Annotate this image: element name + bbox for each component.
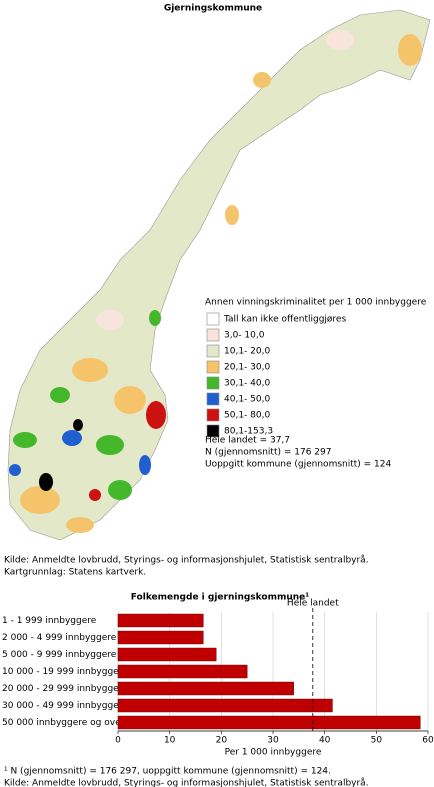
x-tick-label: 20 bbox=[216, 736, 228, 746]
region bbox=[73, 419, 83, 431]
bar bbox=[117, 630, 204, 645]
legend-label: 40,1- 50,0 bbox=[224, 395, 270, 405]
region bbox=[398, 34, 422, 66]
bar bbox=[117, 664, 248, 679]
region bbox=[96, 310, 124, 330]
legend-label: 10,1- 20,0 bbox=[224, 347, 270, 357]
chart-title: Folkemengde i gjerningskommune¹ bbox=[131, 593, 309, 603]
legend-swatch bbox=[206, 312, 220, 326]
region bbox=[108, 480, 132, 500]
y-tick-label: 50 000 innbyggere og over bbox=[2, 718, 125, 728]
y-tick-label: 20 000 - 29 999 innbyggere bbox=[2, 684, 128, 694]
country-outline bbox=[7, 9, 431, 541]
region bbox=[9, 464, 21, 476]
region bbox=[149, 310, 161, 326]
legend-label: 50,1- 80,0 bbox=[224, 411, 270, 421]
map-title: Gjerningskommune bbox=[164, 4, 262, 14]
legend-swatch bbox=[206, 328, 220, 342]
y-tick-label: 5 000 - 9 999 innbyggere bbox=[2, 650, 117, 660]
note: ¹ N (gjennomsnitt) = 176 297, uoppgitt k… bbox=[4, 767, 331, 777]
y-tick-label: 2 000 - 4 999 innbyggere bbox=[2, 633, 117, 643]
summary-line: N (gjennomsnitt) = 176 297 bbox=[205, 448, 331, 458]
legend-swatch bbox=[206, 392, 220, 406]
region bbox=[114, 386, 146, 414]
region bbox=[66, 517, 94, 533]
region bbox=[253, 72, 271, 88]
x-axis-label: Per 1 000 innbyggere bbox=[225, 748, 322, 758]
region bbox=[225, 205, 239, 225]
region bbox=[96, 435, 124, 455]
legend-label: 20,1- 30,0 bbox=[224, 363, 270, 373]
x-tick-label: 30 bbox=[267, 736, 279, 746]
legend-swatch bbox=[206, 376, 220, 390]
region bbox=[50, 387, 70, 403]
region bbox=[72, 358, 108, 382]
region bbox=[13, 432, 37, 448]
x-tick-label: 10 bbox=[164, 736, 176, 746]
legend-label: 80,1-153,3 bbox=[224, 427, 273, 437]
legend-label: Tall kan ikke offentliggjøres bbox=[223, 315, 346, 325]
source-line: Kartgrunnlag: Statens kartverk. bbox=[4, 568, 146, 578]
legend-label: 3,0- 10,0 bbox=[224, 331, 265, 341]
x-tick-label: 0 bbox=[115, 736, 121, 746]
y-tick-label: 1 - 1 999 innbyggere bbox=[2, 616, 97, 626]
y-tick-label: 30 000 - 49 999 innbyggere bbox=[2, 701, 128, 711]
y-tick-label: 10 000 - 19 999 innbyggere bbox=[2, 667, 128, 677]
legend-swatch bbox=[206, 344, 220, 358]
reference-label: Hele landet bbox=[287, 599, 339, 609]
region bbox=[62, 430, 82, 446]
bar bbox=[117, 698, 333, 713]
bar bbox=[117, 681, 294, 696]
bar bbox=[117, 613, 204, 628]
summary-line: Hele landet = 37,7 bbox=[205, 436, 290, 446]
region bbox=[20, 486, 60, 514]
region bbox=[146, 401, 166, 429]
map bbox=[7, 9, 431, 541]
x-tick-label: 60 bbox=[422, 736, 434, 746]
region bbox=[89, 489, 101, 501]
legend-swatch bbox=[206, 424, 220, 438]
x-tick-label: 50 bbox=[371, 736, 383, 746]
summary-line: Uoppgitt kommune (gjennomsnitt) = 124 bbox=[205, 460, 392, 470]
source-line: Kilde: Anmeldte lovbrudd, Styrings- og i… bbox=[4, 555, 369, 566]
region bbox=[326, 30, 354, 50]
region bbox=[39, 473, 53, 491]
bar bbox=[117, 647, 217, 662]
legend-swatch bbox=[206, 408, 220, 422]
legend-swatch bbox=[206, 360, 220, 374]
legend-title: Annen vinningskriminalitet per 1 000 inn… bbox=[205, 298, 427, 308]
region bbox=[139, 455, 151, 475]
x-tick-label: 40 bbox=[319, 736, 331, 746]
note: Kilde: Anmeldte lovbrudd, Styrings- og i… bbox=[4, 778, 369, 787]
bar bbox=[117, 715, 421, 730]
legend-label: 30,1- 40,0 bbox=[224, 379, 270, 389]
